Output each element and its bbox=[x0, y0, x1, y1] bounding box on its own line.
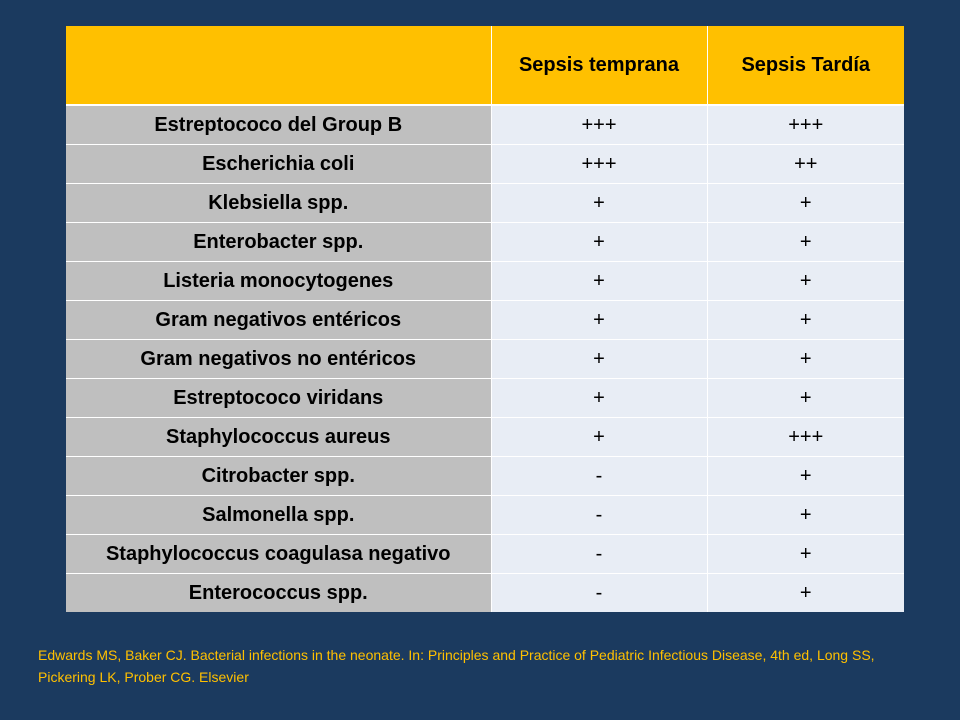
table-row: Klebsiella spp. + + bbox=[66, 183, 904, 223]
early-sepsis-value: + bbox=[490, 222, 707, 262]
early-sepsis-value: + bbox=[490, 417, 707, 457]
citation-text: Edwards MS, Baker CJ. Bacterial infectio… bbox=[38, 647, 875, 685]
late-sepsis-value: + bbox=[706, 183, 904, 223]
table-row: Escherichia coli +++ ++ bbox=[66, 144, 904, 184]
organism-name: Enterobacter spp. bbox=[66, 222, 491, 262]
header-late-sepsis: Sepsis Tardía bbox=[706, 26, 904, 106]
table-row: Listeria monocytogenes + + bbox=[66, 261, 904, 301]
late-sepsis-value: ++ bbox=[706, 144, 904, 184]
early-sepsis-value: + bbox=[490, 339, 707, 379]
early-sepsis-value: - bbox=[490, 534, 707, 574]
table-row: Estreptococo del Group B +++ +++ bbox=[66, 104, 904, 145]
organism-name: Listeria monocytogenes bbox=[66, 261, 491, 301]
organism-name: Citrobacter spp. bbox=[66, 456, 491, 496]
late-sepsis-value: + bbox=[706, 261, 904, 301]
table-row: Estreptococo viridans + + bbox=[66, 378, 904, 418]
table-row: Gram negativos entéricos + + bbox=[66, 300, 904, 340]
early-sepsis-value: + bbox=[490, 378, 707, 418]
late-sepsis-value: +++ bbox=[706, 417, 904, 457]
organism-name: Estreptococo viridans bbox=[66, 378, 491, 418]
organism-name: Gram negativos entéricos bbox=[66, 300, 491, 340]
table-row: Enterobacter spp. + + bbox=[66, 222, 904, 262]
late-sepsis-value: + bbox=[706, 456, 904, 496]
sepsis-organism-table: Sepsis temprana Sepsis Tardía Estreptoco… bbox=[66, 26, 904, 612]
early-sepsis-value: - bbox=[490, 573, 707, 612]
header-early-sepsis: Sepsis temprana bbox=[490, 26, 707, 106]
organism-name: Enterococcus spp. bbox=[66, 573, 491, 612]
late-sepsis-value: + bbox=[706, 378, 904, 418]
table-row: Citrobacter spp. - + bbox=[66, 456, 904, 496]
organism-name: Salmonella spp. bbox=[66, 495, 491, 535]
early-sepsis-value: - bbox=[490, 456, 707, 496]
table-row: Gram negativos no entéricos + + bbox=[66, 339, 904, 379]
late-sepsis-value: + bbox=[706, 573, 904, 612]
table-row: Salmonella spp. - + bbox=[66, 495, 904, 535]
organism-name: Staphylococcus aureus bbox=[66, 417, 491, 457]
late-sepsis-value: +++ bbox=[706, 104, 904, 145]
early-sepsis-value: +++ bbox=[490, 104, 707, 145]
organism-name: Staphylococcus coagulasa negativo bbox=[66, 534, 491, 574]
early-sepsis-value: + bbox=[490, 183, 707, 223]
early-sepsis-value: + bbox=[490, 261, 707, 301]
table-header-row: Sepsis temprana Sepsis Tardía bbox=[66, 26, 904, 106]
early-sepsis-value: - bbox=[490, 495, 707, 535]
late-sepsis-value: + bbox=[706, 300, 904, 340]
late-sepsis-value: + bbox=[706, 222, 904, 262]
late-sepsis-value: + bbox=[706, 495, 904, 535]
early-sepsis-value: +++ bbox=[490, 144, 707, 184]
table-row: Staphylococcus coagulasa negativo - + bbox=[66, 534, 904, 574]
table-body: Estreptococo del Group B +++ +++ Escherichi… bbox=[66, 104, 904, 612]
sepsis-table-container: Sepsis temprana Sepsis Tardía Estreptoco… bbox=[66, 26, 904, 612]
early-sepsis-value: + bbox=[490, 300, 707, 340]
organism-name: Gram negativos no entéricos bbox=[66, 339, 491, 379]
late-sepsis-value: + bbox=[706, 339, 904, 379]
organism-name: Estreptococo del Group B bbox=[66, 104, 491, 145]
organism-name: Klebsiella spp. bbox=[66, 183, 491, 223]
header-organism bbox=[66, 26, 491, 106]
organism-name: Escherichia coli bbox=[66, 144, 491, 184]
table-row: Enterococcus spp. - + bbox=[66, 573, 904, 612]
table-row: Staphylococcus aureus + +++ bbox=[66, 417, 904, 457]
late-sepsis-value: + bbox=[706, 534, 904, 574]
